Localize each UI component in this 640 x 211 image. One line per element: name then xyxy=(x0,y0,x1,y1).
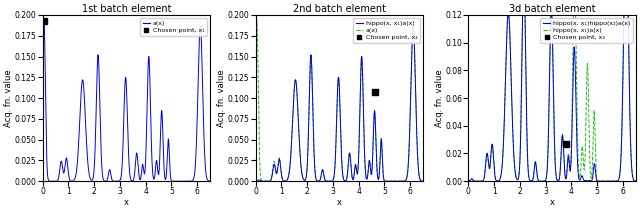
Y-axis label: Acq. fn. value: Acq. fn. value xyxy=(435,69,444,127)
Legend: hippo(x, x₁)a(x), a(x), Chosen point, x₂: hippo(x, x₁)a(x), a(x), Chosen point, x₂ xyxy=(353,18,420,43)
Y-axis label: Acq. fn. value: Acq. fn. value xyxy=(4,69,13,127)
Title: 2nd batch element: 2nd batch element xyxy=(292,4,386,14)
X-axis label: x: x xyxy=(124,198,129,207)
Title: 3d batch element: 3d batch element xyxy=(509,4,595,14)
Legend: hippo(x, x₁)hippo(x₂)a(x), hippo(x, x₁)a(x), Chosen point, x₃: hippo(x, x₁)hippo(x₂)a(x), hippo(x, x₁)a… xyxy=(540,18,633,43)
Legend: a(x), Chosen point, x₁: a(x), Chosen point, x₁ xyxy=(140,18,207,36)
X-axis label: x: x xyxy=(550,198,555,207)
Title: 1st batch element: 1st batch element xyxy=(82,4,171,14)
Y-axis label: Acq. fn. value: Acq. fn. value xyxy=(217,69,226,127)
X-axis label: x: x xyxy=(337,198,342,207)
